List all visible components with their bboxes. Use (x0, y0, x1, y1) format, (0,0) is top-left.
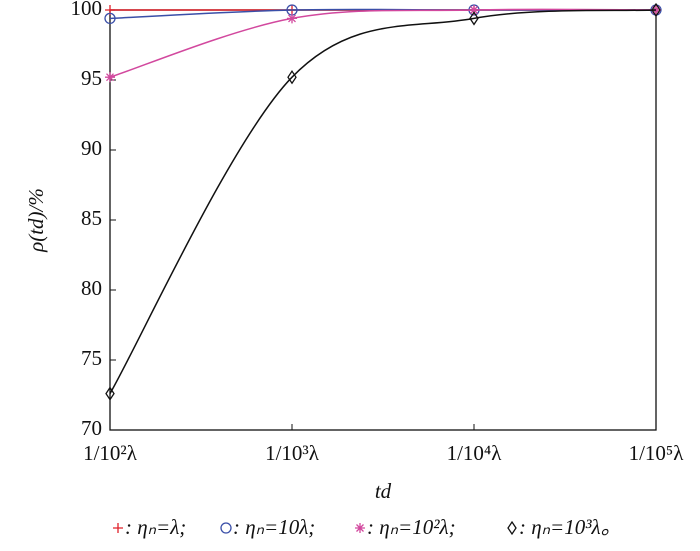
y-tick-label: 90 (81, 136, 102, 160)
legend-label: : ηₙ=10³λ。 (519, 515, 622, 539)
data-point (287, 70, 297, 85)
data-point (651, 2, 661, 18)
legend-marker (220, 522, 232, 534)
x-tick-label: 1/10⁴λ (447, 441, 503, 465)
legend-label: : ηₙ=10λ; (233, 515, 315, 539)
legend-label: : ηₙ=λ; (125, 515, 186, 539)
data-point (469, 11, 479, 26)
plot-frame (109, 9, 657, 431)
y-tick-label: 75 (81, 346, 102, 370)
data-point (104, 12, 116, 25)
y-tick-label: 70 (81, 416, 102, 440)
series-line (109, 9, 657, 394)
data-point (105, 386, 115, 401)
y-tick-label: 80 (81, 276, 102, 300)
x-axis-label: td (375, 479, 392, 503)
y-tick-label: 95 (81, 66, 102, 90)
legend-label: : ηₙ=10²λ; (367, 515, 456, 539)
legend-marker (113, 523, 123, 533)
data-point (105, 72, 115, 83)
y-axis-label: ρ(td)/% (24, 188, 48, 253)
x-tick-label: 1/10³λ (265, 441, 320, 465)
x-tick-label: 1/10⁵λ (629, 441, 685, 465)
legend-marker (507, 520, 517, 536)
legend-marker (355, 523, 365, 533)
data-point (287, 13, 297, 24)
series-line (109, 8, 657, 78)
data-point (469, 5, 479, 15)
y-tick-label: 85 (81, 206, 102, 230)
x-tick-label: 1/10²λ (83, 441, 138, 465)
y-tick-label: 100 (71, 0, 103, 20)
